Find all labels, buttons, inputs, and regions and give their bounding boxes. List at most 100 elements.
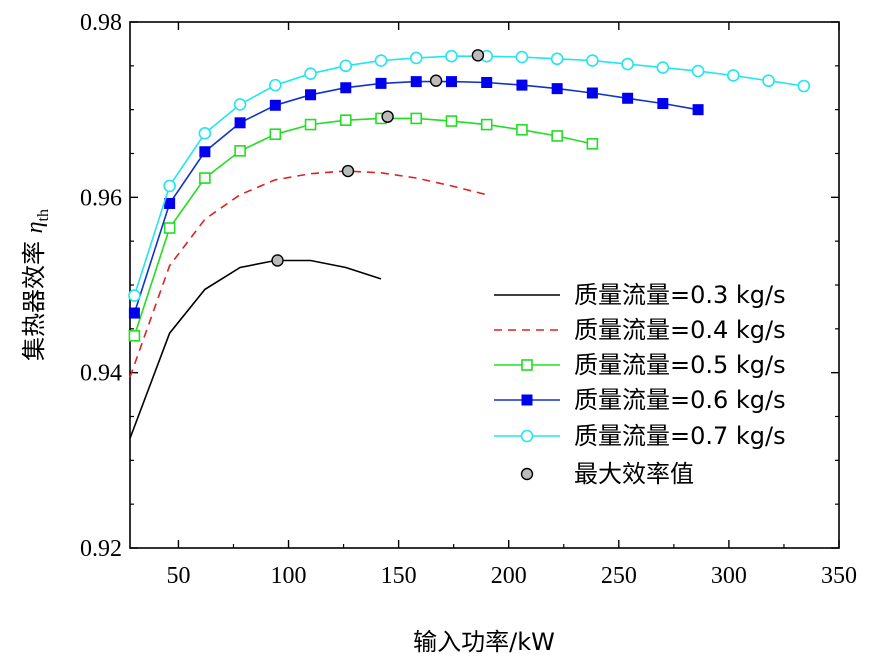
data-point: [128, 330, 141, 342]
data-point: [480, 118, 493, 131]
data-point: [551, 130, 563, 142]
legend: 质量流量=0.3 kg/s 质量流量=0.4 kg/s 质量流量=0.5 kg/s 质…: [494, 281, 786, 488]
legend-marker: [520, 429, 534, 443]
y-tick-label: 0.92: [80, 536, 122, 562]
legend-entry: 质量流量=0.3 kg/s: [494, 281, 786, 309]
legend-label: 质量流量=0.5 kg/s: [574, 351, 786, 379]
data-point: [551, 83, 563, 95]
data-point: [481, 76, 493, 88]
data-point: [410, 112, 423, 125]
max-efficiency-points: [271, 49, 485, 267]
y-tick-label: 0.96: [80, 185, 122, 211]
data-point: [163, 179, 176, 193]
legend-marker: [521, 359, 533, 371]
data-point: [339, 59, 353, 73]
legend-label: 质量流量=0.6 kg/s: [574, 386, 786, 414]
data-point: [128, 307, 140, 319]
x-tick-label: 300: [711, 563, 747, 589]
data-point: [515, 50, 529, 64]
y-tick-label: 0.94: [80, 361, 122, 387]
x-axis-title: 输入功率/kW: [413, 628, 555, 656]
data-point: [550, 52, 564, 66]
x-tick-label: 350: [821, 563, 857, 589]
legend-entry: 质量流量=0.5 kg/s: [494, 351, 786, 379]
legend-label: 最大效率值: [574, 460, 694, 488]
data-point: [445, 76, 457, 88]
x-tick-label: 50: [166, 563, 190, 589]
series-layer: [128, 49, 811, 439]
y-axis-title-main: 集热器效率: [20, 233, 48, 361]
data-point: [374, 54, 388, 67]
data-point: [128, 289, 141, 302]
data-point: [234, 117, 246, 129]
data-point: [656, 61, 670, 74]
data-point: [445, 115, 458, 127]
x-tick-label: 100: [271, 563, 307, 589]
data-point: [692, 104, 704, 116]
data-point: [410, 76, 422, 88]
series-3: [128, 112, 599, 342]
legend-entry: 质量流量=0.6 kg/s: [494, 386, 786, 414]
data-point: [233, 98, 247, 111]
x-tick-label: 150: [381, 563, 417, 589]
legend-label: 质量流量=0.3 kg/s: [574, 281, 786, 309]
data-point: [269, 99, 281, 111]
data-point: [586, 138, 599, 150]
data-point: [762, 74, 775, 88]
data-point: [304, 67, 317, 81]
data-point: [586, 87, 598, 99]
legend-marker: [520, 467, 534, 481]
data-point: [797, 79, 811, 93]
x-tick-label: 250: [601, 563, 637, 589]
series-5: [128, 49, 811, 302]
series-line: [129, 170, 487, 378]
legend-entry: 最大效率值: [520, 460, 694, 488]
data-point: [234, 145, 246, 157]
max-efficiency-point: [381, 110, 394, 123]
data-point: [163, 222, 176, 234]
y-axis-title-subscript: th: [35, 209, 52, 221]
y-tick-label: 0.98: [80, 10, 122, 36]
y-axis: 0.92 0.94 0.96 0.98: [80, 10, 839, 562]
series-line: [133, 117, 593, 337]
data-point: [304, 118, 317, 131]
data-point: [340, 82, 352, 94]
data-point: [657, 98, 669, 110]
y-axis-title: 集热器效率 ηth: [20, 209, 52, 361]
y-axis-title-symbol: η: [22, 221, 48, 233]
data-point: [199, 146, 211, 158]
data-point: [445, 49, 458, 63]
series-1: [129, 259, 382, 439]
max-efficiency-point: [429, 74, 443, 87]
max-efficiency-point: [341, 164, 355, 178]
data-point: [516, 124, 528, 136]
data-point: [269, 128, 282, 141]
max-efficiency-point: [471, 49, 485, 62]
data-point: [409, 51, 423, 65]
x-tick-label: 200: [491, 563, 527, 589]
data-point: [516, 79, 528, 91]
legend-entry: 质量流量=0.7 kg/s: [494, 422, 786, 450]
data-point: [305, 89, 317, 101]
legend-marker: [521, 394, 533, 406]
data-point: [375, 77, 387, 89]
data-point: [727, 69, 740, 82]
data-point: [691, 64, 705, 78]
series-line: [129, 259, 382, 439]
data-point: [622, 92, 634, 104]
data-point: [269, 78, 282, 92]
series-4: [128, 76, 704, 319]
legend-label: 质量流量=0.4 kg/s: [574, 316, 786, 344]
x-axis: 50 100 150 200 250 300 350: [166, 22, 857, 589]
data-point: [198, 127, 212, 140]
max-efficiency-point: [271, 254, 284, 267]
series-2: [129, 170, 487, 378]
data-point: [586, 54, 599, 67]
legend-entry: 质量流量=0.4 kg/s: [494, 316, 786, 344]
series-line: [133, 55, 804, 296]
data-point: [164, 197, 176, 209]
data-point: [621, 57, 634, 71]
data-point: [199, 172, 211, 184]
data-point: [339, 114, 352, 126]
